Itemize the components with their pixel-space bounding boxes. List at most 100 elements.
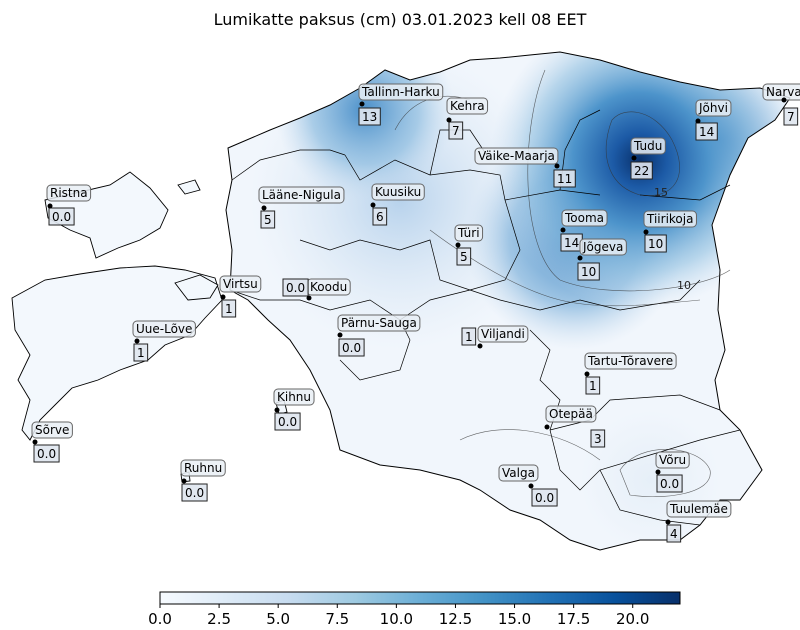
station-value-box: [260, 210, 276, 229]
station-marker: [134, 338, 140, 344]
station-value-box: [372, 207, 388, 226]
station-13: Virtsu 1: [219, 275, 262, 318]
station-value-box: [358, 107, 381, 126]
station-name-box: [219, 275, 262, 293]
station-value: 4: [670, 527, 678, 541]
station-value: 10: [648, 237, 663, 251]
station-value: 1: [465, 330, 473, 344]
station-value: 10: [581, 265, 596, 279]
colorbar-tick-label: 12.5: [439, 610, 472, 628]
colorbar-ticks: 0.0 2.5 5.0 7.5 10.0 12.5 15.0 17.5 20.0: [148, 604, 649, 628]
map-title: Lumikatte paksus (cm) 03.01.2023 kell 08…: [213, 10, 587, 29]
station-marker: [577, 255, 583, 261]
station-value: 6: [376, 210, 384, 224]
station-name: Narva: [766, 85, 800, 99]
station-24: Võru 0.0: [655, 451, 690, 493]
station-name-box: [561, 209, 608, 227]
saaremaa-island: [11, 265, 223, 441]
station-value-box: [695, 122, 718, 141]
station-name-box: [258, 186, 345, 204]
station-marker: [370, 202, 376, 208]
colorbar-tick-label: 7.5: [325, 610, 349, 628]
station-marker: [455, 242, 461, 248]
station-value: 0.0: [52, 210, 71, 224]
station-marker: [274, 407, 280, 413]
station-value: 0.0: [37, 447, 56, 461]
station-value-box: [585, 376, 601, 395]
station-7: Lääne-Nigula 5: [258, 186, 345, 229]
station-name: Koodu: [310, 280, 347, 294]
station-8: Kuusiku 6: [370, 183, 425, 226]
station-value-box: [448, 121, 464, 140]
station-marker: [261, 205, 267, 211]
station-marker: [695, 118, 701, 124]
station-25: Tuulemäe 4: [665, 500, 732, 543]
station-15: Uue-Lõve 1: [132, 320, 196, 362]
station-value-box: [656, 474, 683, 493]
station-name-box: [454, 224, 484, 242]
station-value-box: [666, 524, 682, 543]
station-value: 5: [460, 250, 468, 264]
station-name-box: [446, 97, 489, 115]
station-4: Tudu 22: [630, 137, 666, 180]
county-borders: [229, 109, 741, 526]
station-name: Ristna: [50, 186, 88, 200]
station-value: 3: [594, 432, 602, 446]
colorbar-tick-label: 5.0: [266, 610, 290, 628]
station-name: Jõgeva: [582, 240, 623, 254]
station-name: Pärnu-Sauga: [341, 316, 417, 330]
station-name-box: [273, 388, 315, 406]
station-name-box: [371, 183, 425, 201]
station-value: 0.0: [278, 415, 297, 429]
contour-label-15: 15: [654, 186, 668, 199]
station-name: Võru: [659, 453, 686, 467]
station-12: Jõgeva 10: [577, 238, 627, 281]
station-9: Tooma 14: [560, 209, 608, 252]
station-3: Jõhvi 14: [695, 99, 732, 141]
station-value-box: [577, 262, 600, 281]
station-value-box: [133, 343, 149, 362]
station-name: Türi: [457, 226, 480, 240]
station-marker: [781, 97, 787, 103]
station-marker: [181, 478, 187, 484]
station-name: Ruhnu: [184, 461, 222, 475]
station-name: Tiirikoja: [646, 212, 693, 226]
station-name: Kuusiku: [375, 185, 421, 199]
station-name-box: [643, 210, 697, 228]
station-value: 1: [589, 379, 597, 393]
colorbar-tick-label: 0.0: [148, 610, 172, 628]
station-value-box: [181, 483, 208, 502]
station-marker: [655, 469, 661, 475]
station-name-box: [337, 314, 421, 332]
station-22: Ruhnu 0.0: [180, 459, 226, 502]
station-name: Jõhvi: [698, 101, 728, 115]
station-value: 0.0: [286, 281, 305, 295]
station-name-box: [132, 320, 196, 338]
colorbar-tick-label: 15.0: [498, 610, 531, 628]
station-value: 14: [699, 125, 714, 139]
station-name: Uue-Lõve: [136, 322, 192, 336]
station-name-box: [46, 184, 92, 202]
station-marker: [665, 519, 671, 525]
station-18: Tartu-Tõravere 1: [584, 352, 677, 395]
station-11: Türi 5: [454, 224, 484, 266]
station-marker: [544, 424, 550, 430]
station-value-box: [531, 488, 558, 507]
station-marker: [306, 295, 312, 301]
vormsi-island: [177, 179, 201, 195]
station-name-box: [584, 352, 677, 370]
station-20: Sõrve 0.0: [31, 421, 73, 463]
stations-layer: Tallinn-Harku13Kehra7Narva7Jõhvi14Tudu22…: [31, 83, 800, 543]
colorbar-bar: [159, 591, 681, 605]
station-value: 7: [787, 110, 795, 124]
station-value: 11: [557, 172, 572, 186]
station-value-box: [553, 169, 576, 188]
station-name: Sõrve: [35, 423, 69, 437]
station-1: Kehra 7: [446, 97, 489, 140]
station-19: Kihnu 0.0: [273, 388, 315, 431]
station-6: Ristna 0.0: [46, 184, 92, 226]
station-2: Narva 7: [762, 83, 800, 126]
station-value: 1: [137, 346, 145, 360]
